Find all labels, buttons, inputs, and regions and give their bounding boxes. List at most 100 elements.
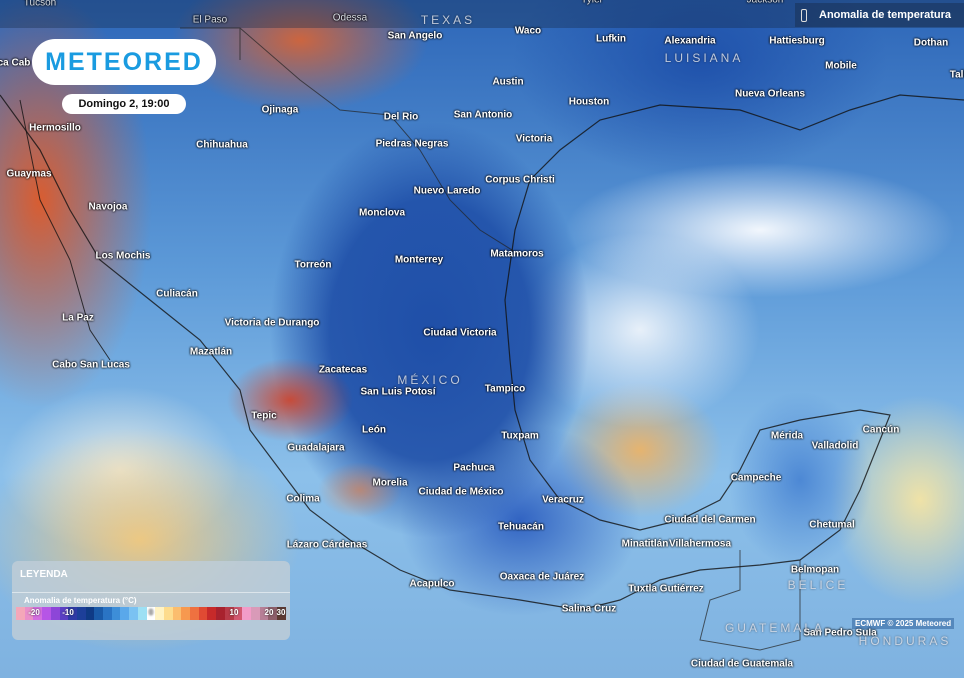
tick-label: 30 bbox=[276, 608, 286, 617]
color-scale bbox=[16, 607, 286, 620]
color-swatch bbox=[259, 607, 269, 620]
city-label: Oaxaca de Juárez bbox=[499, 571, 585, 583]
tick-label: -20 bbox=[28, 608, 40, 617]
city-label: Los Mochis bbox=[95, 250, 151, 262]
tick-label: 0 bbox=[148, 608, 154, 617]
city-label: Mazatlán bbox=[189, 346, 233, 358]
tick-label: 10 bbox=[229, 608, 239, 617]
city-label: León bbox=[362, 424, 386, 436]
color-swatch bbox=[233, 607, 243, 620]
city-label: Ciudad Victoria bbox=[423, 327, 497, 339]
color-swatch bbox=[207, 607, 217, 620]
legend-divider bbox=[12, 592, 290, 593]
city-label: Corpus Christi bbox=[485, 174, 555, 186]
city-label: Navojoa bbox=[88, 201, 128, 213]
city-label: Pachuca bbox=[453, 462, 495, 474]
city-label: Mérida bbox=[770, 430, 804, 442]
color-swatch bbox=[94, 607, 104, 620]
city-label: Chetumal bbox=[809, 519, 855, 531]
city-label: Culiacán bbox=[156, 288, 198, 300]
city-label: Tepic bbox=[251, 410, 277, 422]
city-label: Cancún bbox=[862, 424, 900, 436]
city-label: Lufkin bbox=[596, 33, 626, 45]
color-swatch bbox=[146, 607, 156, 620]
city-label: Minatitlán bbox=[621, 538, 669, 550]
city-label: Lázaro Cárdenas bbox=[286, 539, 368, 551]
city-label: San Angelo bbox=[387, 30, 443, 42]
city-label: Morelia bbox=[372, 477, 408, 489]
city-label: Tehuacán bbox=[498, 521, 544, 533]
city-label: Hermosillo bbox=[29, 122, 81, 134]
city-label: Veracruz bbox=[542, 494, 584, 506]
city-label: Mobile bbox=[825, 60, 857, 72]
color-swatch bbox=[190, 607, 199, 620]
color-swatch bbox=[181, 607, 191, 620]
color-swatch bbox=[172, 607, 182, 620]
city-label: Zacatecas bbox=[318, 364, 368, 376]
city-label: San Antonio bbox=[453, 109, 513, 121]
color-swatch bbox=[277, 607, 286, 620]
city-label: Monterrey bbox=[394, 254, 444, 266]
layer-title: Anomalia de temperatura bbox=[819, 9, 952, 21]
forecast-datetime[interactable]: Domingo 2, 19:00 bbox=[62, 94, 186, 114]
color-swatch bbox=[103, 607, 112, 620]
city-label: Chihuahua bbox=[196, 139, 248, 151]
color-swatch bbox=[163, 607, 173, 620]
city-label: Guaymas bbox=[6, 168, 52, 180]
credit-text: ECMWF © 2025 Meteored bbox=[852, 618, 955, 629]
color-swatch bbox=[59, 607, 69, 620]
color-swatch bbox=[68, 607, 77, 620]
meteored-logo[interactable]: METEORED bbox=[32, 39, 216, 85]
region-label: LUISIANA bbox=[664, 51, 744, 65]
city-label: Matamoros bbox=[490, 248, 544, 260]
region-label: BELICE bbox=[787, 578, 849, 592]
city-label: San Pedro Sula bbox=[803, 627, 877, 639]
color-swatch bbox=[250, 607, 260, 620]
color-swatch bbox=[155, 607, 164, 620]
city-label: El Paso bbox=[192, 14, 228, 26]
city-label: Piedras Negras bbox=[375, 138, 449, 150]
city-label: Alexandria bbox=[664, 35, 716, 47]
city-label: Waco bbox=[514, 25, 542, 37]
color-swatch bbox=[224, 607, 234, 620]
city-label: Tuxtla Gutiérrez bbox=[628, 583, 704, 595]
color-swatch bbox=[198, 607, 208, 620]
color-swatch bbox=[50, 607, 60, 620]
region-label: HONDURAS bbox=[858, 634, 952, 648]
city-label: Nuevo Laredo bbox=[413, 185, 481, 197]
city-label: Nueva Orleans bbox=[734, 88, 806, 100]
city-label: Ciudad de Guatemala bbox=[690, 658, 794, 670]
color-swatch bbox=[24, 607, 34, 620]
city-label: Del Rio bbox=[383, 111, 419, 123]
city-label: Salina Cruz bbox=[561, 603, 617, 615]
city-label: Tall bbox=[949, 69, 964, 81]
city-label: Ciudad del Carmen bbox=[664, 514, 756, 526]
region-label: GUATEMALA bbox=[724, 621, 826, 635]
color-swatch bbox=[216, 607, 225, 620]
layer-selector[interactable]: Anomalia de temperatura bbox=[795, 3, 964, 27]
city-label: Victoria de Durango bbox=[224, 317, 320, 329]
color-swatch bbox=[120, 607, 130, 620]
city-label: Victoria bbox=[515, 133, 553, 145]
city-label: Guadalajara bbox=[287, 442, 345, 454]
region-label: TEXAS bbox=[420, 13, 476, 27]
city-label: Acapulco bbox=[409, 578, 455, 590]
color-swatch bbox=[85, 607, 95, 620]
color-swatch bbox=[242, 607, 251, 620]
city-label: Tuxpam bbox=[501, 430, 539, 442]
legend-title: LEYENDA bbox=[20, 569, 68, 580]
color-swatch bbox=[137, 607, 147, 620]
color-swatch bbox=[42, 607, 51, 620]
city-label: Jackson bbox=[746, 0, 784, 6]
city-label: Torreón bbox=[294, 259, 332, 271]
city-label: Tampico bbox=[484, 383, 526, 395]
city-label: Tucson bbox=[23, 0, 57, 9]
legend-subtitle: Anomalia de temperatura (°C) bbox=[24, 596, 137, 605]
tick-label: 20 bbox=[264, 608, 274, 617]
city-label: Belmopan bbox=[790, 564, 840, 576]
color-swatch bbox=[129, 607, 138, 620]
city-label: Monclova bbox=[358, 207, 406, 219]
city-label: La Paz bbox=[62, 312, 94, 324]
city-label: Ciudad de México bbox=[418, 486, 504, 498]
